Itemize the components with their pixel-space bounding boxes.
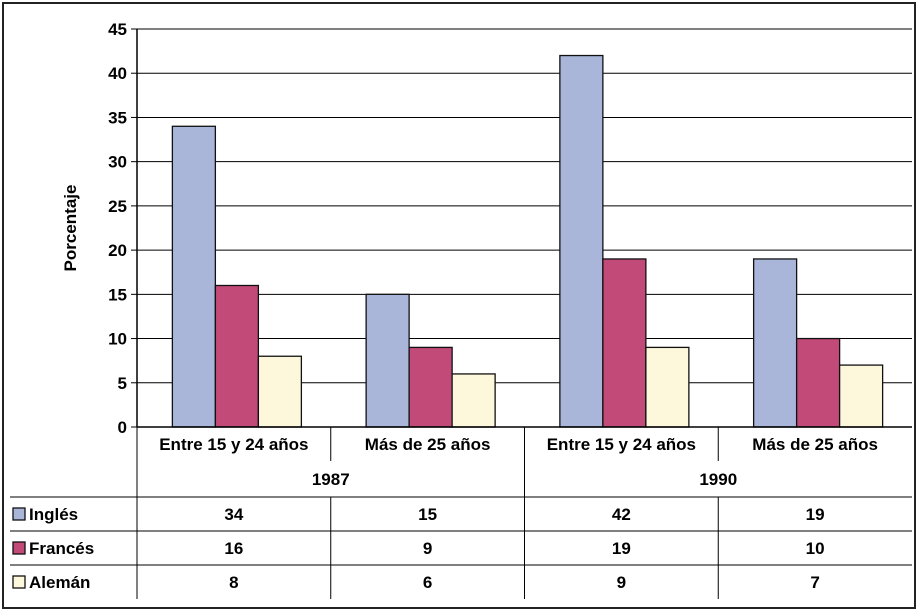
legend-label: Alemán — [29, 573, 90, 592]
data-label: 9 — [423, 539, 432, 558]
y-tick-label: 20 — [108, 241, 127, 260]
x-tick-label: Entre 15 y 24 años — [159, 435, 308, 454]
bar — [257, 355, 303, 428]
y-tick-label: 25 — [108, 197, 127, 216]
data-label: 9 — [617, 573, 626, 592]
group-label: 1990 — [699, 470, 737, 489]
legend-label: Inglés — [29, 505, 78, 524]
data-label: 19 — [612, 539, 631, 558]
y-tick-label: 0 — [118, 418, 127, 437]
bar — [645, 346, 690, 428]
data-label: 34 — [224, 505, 243, 524]
legend-swatch — [12, 541, 26, 555]
data-label: 6 — [423, 573, 432, 592]
bar — [795, 337, 841, 428]
y-tick-label: 45 — [108, 20, 127, 39]
x-tick-label: Más de 25 años — [365, 435, 491, 454]
bar — [214, 284, 260, 428]
data-label: 19 — [806, 505, 825, 524]
y-tick-label: 30 — [108, 153, 127, 172]
bar — [559, 54, 604, 428]
data-label: 7 — [810, 573, 819, 592]
x-tick-label: Entre 15 y 24 años — [547, 435, 696, 454]
x-tick-label: Más de 25 años — [752, 435, 878, 454]
legend-swatch — [12, 507, 26, 521]
legend-label: Francés — [29, 539, 94, 558]
bar — [365, 293, 410, 428]
y-tick-label: 40 — [108, 64, 127, 83]
y-tick-label: 5 — [118, 374, 127, 393]
data-label: 42 — [612, 505, 631, 524]
data-label: 16 — [224, 539, 243, 558]
data-label: 8 — [229, 573, 238, 592]
data-label: 15 — [418, 505, 437, 524]
group-label: 1987 — [312, 470, 350, 489]
bar — [838, 364, 884, 428]
data-label: 10 — [806, 539, 825, 558]
y-tick-label: 10 — [108, 330, 127, 349]
bar — [171, 125, 217, 428]
bar — [451, 373, 496, 428]
bar — [408, 346, 453, 428]
legend-swatch — [12, 575, 26, 589]
bar — [602, 258, 647, 428]
bar — [752, 258, 798, 428]
y-tick-label: 35 — [108, 108, 127, 127]
y-tick-label: 15 — [108, 285, 127, 304]
y-axis-label: Porcentaje — [61, 185, 80, 272]
